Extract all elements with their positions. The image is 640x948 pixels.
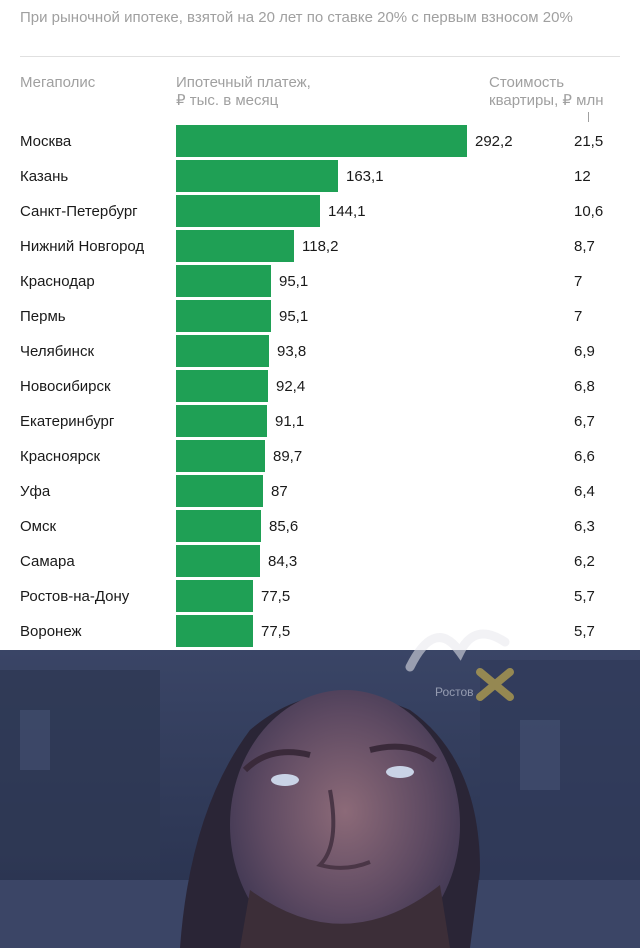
price-label: 6,9 <box>574 343 595 360</box>
price-label: 8,7 <box>574 238 595 255</box>
bar-value-label: 92,4 <box>276 378 306 395</box>
price-label: 5,7 <box>574 588 595 605</box>
bar-value-label: 292,2 <box>475 133 513 150</box>
bar-value-label: 95,1 <box>279 273 309 290</box>
divider <box>20 56 620 57</box>
column-header-price-line2: квартиры, ₽ млн <box>489 92 604 109</box>
city-label: Уфа <box>20 483 51 500</box>
bar-value-label: 77,5 <box>261 623 291 640</box>
bar-value-label: 87 <box>271 483 288 500</box>
city-label: Ростов-на-Дону <box>20 588 130 605</box>
price-label: 10,6 <box>574 203 604 220</box>
city-label: Воронеж <box>20 623 82 640</box>
column-header-payment-line2: ₽ тыс. в месяц <box>176 92 279 109</box>
column-header-payment-line1: Ипотечный платеж, <box>176 74 311 91</box>
city-label: Москва <box>20 133 72 150</box>
bar-mark <box>176 335 269 367</box>
price-label: 5,7 <box>574 623 595 640</box>
bar-value-label: 91,1 <box>275 413 305 430</box>
city-label: Санкт-Петербург <box>20 203 138 220</box>
bar-value-label: 93,8 <box>277 343 307 360</box>
chart-subtitle: При рыночной ипотеке, взятой на 20 лет п… <box>20 9 573 26</box>
bar-mark <box>176 615 253 647</box>
bar-value-label: 89,7 <box>273 448 303 465</box>
city-label: Нижний Новгород <box>20 238 145 255</box>
city-label: Новосибирск <box>20 378 111 395</box>
price-label: 6,4 <box>574 483 595 500</box>
bar-mark <box>176 195 320 227</box>
city-label: Красноярск <box>20 448 101 465</box>
kids-rostov-logo: Ростов <box>405 629 514 701</box>
city-label: Омск <box>20 518 57 535</box>
city-label: Краснодар <box>20 273 95 290</box>
city-label: Казань <box>20 168 69 185</box>
photo-man-looking-up <box>0 650 640 948</box>
bar-mark <box>176 475 263 507</box>
bar-mark <box>176 580 253 612</box>
bar-mark <box>176 405 267 437</box>
bar-value-label: 163,1 <box>346 168 384 185</box>
price-label: 7 <box>574 308 583 325</box>
price-label: 7 <box>574 273 583 290</box>
bar-value-label: 95,1 <box>279 308 309 325</box>
city-label: Челябинск <box>20 343 95 360</box>
meme-man-looking-up-image <box>0 650 640 948</box>
bar-mark <box>176 160 338 192</box>
price-label: 21,5 <box>574 133 604 150</box>
price-label: 6,7 <box>574 413 595 430</box>
bar-value-label: 77,5 <box>261 588 291 605</box>
bar-value-label: 84,3 <box>268 553 298 570</box>
bar-value-label: 144,1 <box>328 203 366 220</box>
bar-value-label: 118,2 <box>302 238 339 255</box>
bar-mark <box>176 125 467 157</box>
bar-mark <box>176 545 260 577</box>
watermark-text: Ростов <box>435 685 474 699</box>
price-label: 6,8 <box>574 378 595 395</box>
column-header-price: Стоимость квартиры, ₽ млн <box>489 74 604 110</box>
bar-value-label: 85,6 <box>269 518 299 535</box>
city-label: Екатеринбург <box>20 413 115 430</box>
bar-mark <box>176 510 261 542</box>
bar-mark <box>176 440 265 472</box>
city-label: Самара <box>20 553 75 570</box>
bar-mark <box>176 230 294 262</box>
bar-mark <box>176 265 271 297</box>
bar-mark <box>176 370 268 402</box>
column-header-city: Мегаполис <box>20 74 96 91</box>
price-label: 6,6 <box>574 448 595 465</box>
city-label: Пермь <box>20 308 66 325</box>
price-label: 12 <box>574 168 591 185</box>
price-label: 6,3 <box>574 518 595 535</box>
bar-mark <box>176 300 271 332</box>
price-label: 6,2 <box>574 553 595 570</box>
column-header-price-line1: Стоимость <box>489 74 565 91</box>
header-tick <box>588 112 589 122</box>
column-header-payment: Ипотечный платеж, ₽ тыс. в месяц <box>176 74 311 110</box>
chart-panel: При рыночной ипотеке, взятой на 20 лет п… <box>20 9 620 647</box>
